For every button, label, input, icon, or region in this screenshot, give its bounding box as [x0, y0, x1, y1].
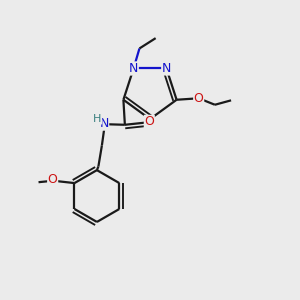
- Text: O: O: [194, 92, 204, 105]
- Text: N: N: [162, 62, 171, 75]
- Text: H: H: [93, 114, 102, 124]
- Text: N: N: [129, 62, 138, 75]
- Text: O: O: [48, 173, 58, 186]
- Text: N: N: [99, 117, 109, 130]
- Text: O: O: [144, 115, 154, 128]
